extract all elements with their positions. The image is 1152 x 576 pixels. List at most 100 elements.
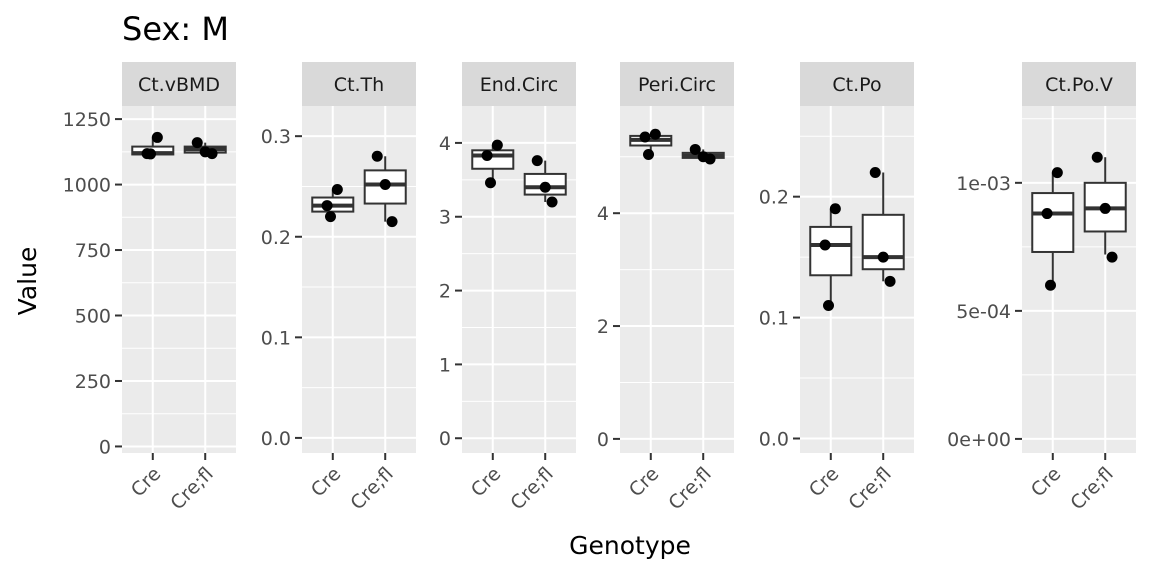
- y-tick-label: 0: [439, 428, 451, 450]
- x-tick-label: Cre: [1027, 463, 1065, 501]
- y-tick-label: 0.0: [759, 428, 789, 450]
- facet-strip-label: Ct.Po.V: [1045, 74, 1113, 96]
- data-point: [321, 200, 333, 212]
- chart-title: Sex: M: [122, 10, 229, 48]
- x-tick-label: Cre;fl: [844, 463, 895, 514]
- x-axis-title: Genotype: [569, 531, 691, 560]
- facet-strip: [620, 62, 734, 106]
- y-tick-label: 0.2: [759, 187, 789, 209]
- panel-background: [1022, 106, 1136, 453]
- data-point: [1099, 202, 1111, 214]
- data-point: [704, 153, 716, 165]
- data-point: [884, 275, 896, 287]
- facet-panel: 0e+00 5e-04 1e-03 Ct.Po.V Cre Cre;fl: [947, 62, 1136, 514]
- y-tick-label: 1: [439, 354, 451, 376]
- y-tick-label: 0.1: [261, 327, 291, 349]
- x-tick-label: Cre: [625, 463, 663, 501]
- y-tick-label: 0e+00: [947, 429, 1011, 451]
- y-tick-label: 0.3: [261, 126, 291, 148]
- data-point: [386, 216, 398, 228]
- data-point: [819, 239, 831, 251]
- data-point: [325, 211, 336, 223]
- data-point: [151, 131, 163, 143]
- data-point: [379, 178, 391, 190]
- facet-panel: 0.0 0.1 0.2 Ct.Po Cre Cre;fl: [759, 62, 914, 514]
- data-point: [1045, 279, 1056, 291]
- panel-background: [122, 106, 236, 453]
- facet-strip-label: Peri.Circ: [638, 74, 716, 96]
- y-tick-label: 1e-03: [956, 173, 1011, 195]
- panel-background: [800, 106, 914, 453]
- y-tick-label: 0.2: [261, 227, 291, 249]
- y-tick-label: 4: [439, 133, 451, 155]
- data-point: [643, 149, 654, 161]
- y-tick-label: 500: [75, 306, 111, 328]
- data-point: [485, 177, 496, 189]
- facet-strip-label: Ct.Po: [832, 74, 881, 96]
- x-tick-label: Cre: [307, 463, 345, 501]
- y-tick-label: 0: [597, 429, 609, 451]
- facet-panel: 0 250 500 750 1000 1250 Ct.vBMD Cre Cre;fl: [63, 62, 236, 514]
- box-iqr: [1031, 192, 1075, 253]
- data-point: [823, 299, 834, 311]
- x-tick-label: Cre;fl: [664, 463, 715, 514]
- data-point: [491, 139, 503, 151]
- y-tick-label: 2: [439, 281, 451, 303]
- y-axis-title: Value: [13, 247, 42, 316]
- x-tick-label: Cre;fl: [166, 463, 217, 514]
- y-tick-label: 250: [75, 371, 111, 393]
- data-point: [1051, 167, 1063, 179]
- y-tick-label: 1250: [63, 109, 111, 131]
- y-tick-label: 0.1: [759, 308, 789, 330]
- facet-strip-label: Ct.Th: [334, 74, 384, 96]
- box-iqr: [471, 149, 515, 170]
- panel-background: [302, 106, 416, 453]
- x-tick-label: Cre;fl: [1066, 463, 1117, 514]
- facet-panel: 0.0 0.1 0.2 0.3 Ct.Th Cre Cre;fl: [261, 62, 416, 514]
- y-tick-label: 3: [439, 207, 451, 229]
- data-point: [331, 183, 343, 195]
- data-point: [829, 203, 841, 215]
- data-point: [546, 196, 558, 208]
- y-tick-label: 5e-04: [956, 301, 1011, 323]
- data-point: [1091, 151, 1103, 163]
- x-tick-label: Cre;fl: [506, 463, 557, 514]
- data-point: [689, 143, 701, 155]
- data-point: [539, 181, 551, 193]
- facet-panel: 0 2 4 Peri.Circ Cre Cre;fl: [597, 62, 734, 514]
- y-tick-label: 1000: [63, 175, 111, 197]
- facet-strip-label: End.Circ: [480, 74, 559, 96]
- x-tick-label: Cre: [127, 463, 165, 501]
- facet-strip: [800, 62, 914, 106]
- y-tick-label: 0.0: [261, 428, 291, 450]
- panel-background: [620, 106, 734, 453]
- data-point: [649, 128, 661, 140]
- data-point: [639, 131, 651, 143]
- x-tick-label: Cre;fl: [346, 463, 397, 514]
- data-point: [1106, 251, 1118, 263]
- data-point: [1041, 208, 1053, 220]
- data-point: [191, 137, 203, 149]
- y-tick-label: 0: [99, 436, 111, 458]
- data-point: [481, 149, 493, 161]
- data-point: [206, 148, 218, 160]
- facet-panel: 0 1 2 3 4 End.Circ Cre Cre;fl: [439, 62, 576, 514]
- facet-strip: [1022, 62, 1136, 106]
- x-tick-label: Cre: [467, 463, 505, 501]
- y-tick-label: 750: [75, 240, 111, 262]
- facet-strip: [302, 62, 416, 106]
- x-tick-label: Cre: [805, 463, 843, 501]
- y-tick-label: 4: [597, 203, 609, 225]
- box-iqr: [809, 225, 853, 277]
- data-point: [877, 251, 889, 263]
- facet-strip-label: Ct.vBMD: [138, 74, 220, 96]
- data-point: [869, 166, 881, 178]
- data-point: [371, 150, 383, 162]
- data-point: [531, 155, 543, 167]
- facet-strip: [122, 62, 236, 106]
- y-tick-label: 2: [597, 316, 609, 338]
- facet-strip: [462, 62, 576, 106]
- data-point: [145, 148, 156, 160]
